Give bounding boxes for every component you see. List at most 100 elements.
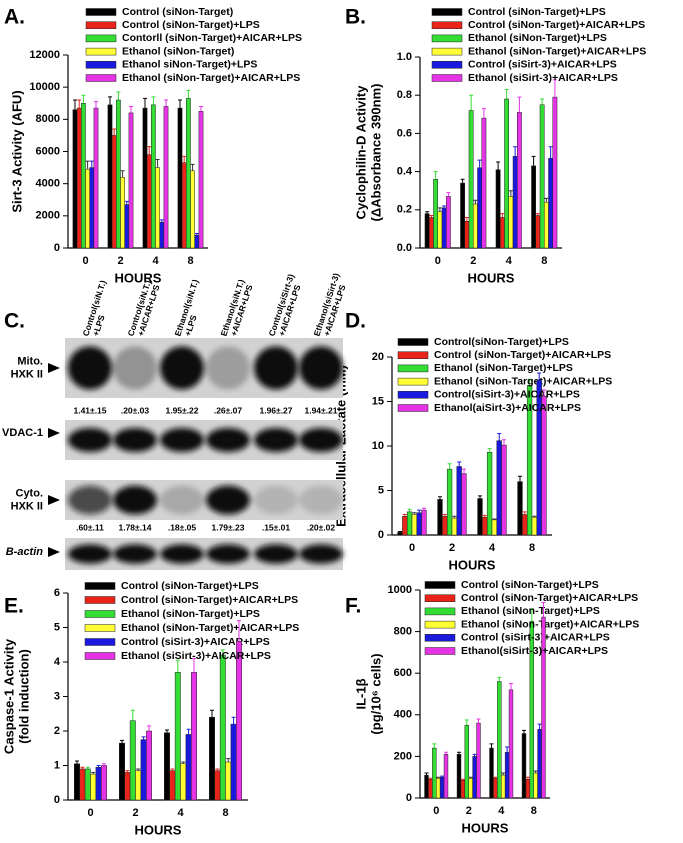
error-bar <box>141 736 146 740</box>
y-axis-title: (pg/10⁶ cells) <box>368 653 383 734</box>
error-bar <box>496 161 501 170</box>
bar <box>544 201 549 249</box>
bar <box>397 532 403 536</box>
bar <box>85 168 90 249</box>
bar <box>424 213 430 249</box>
x-axis-title: HOURS <box>449 557 496 572</box>
blot-band <box>206 428 250 452</box>
bar <box>517 112 522 249</box>
blot-band <box>113 544 157 564</box>
error-bar <box>85 766 90 769</box>
legend-swatch <box>84 638 116 646</box>
error-bar <box>437 207 442 212</box>
bar <box>230 723 237 801</box>
blot-band <box>254 428 298 452</box>
error-bar <box>186 728 191 735</box>
panel-label: B. <box>345 6 366 29</box>
bar <box>501 444 507 536</box>
error-bar <box>130 709 135 721</box>
error-bar <box>442 514 447 517</box>
bar <box>128 112 134 249</box>
y-tick-label: 0 <box>54 794 60 806</box>
error-bar <box>452 515 457 519</box>
panel-label: C. <box>4 310 25 333</box>
legend-label: Ethanol (siNon-Target)+AICAR+LPS <box>434 375 612 387</box>
bar <box>433 178 438 249</box>
blot-band <box>254 346 298 390</box>
error-bar <box>80 766 85 769</box>
legend-label: Ethanol(aiSirt-3)+AICAR+LPS <box>434 402 581 414</box>
legend-label: Control(siSirt-3)+AICAR+LPS <box>434 389 580 401</box>
error-bar <box>91 771 96 775</box>
error-bar <box>522 729 526 734</box>
bar <box>468 110 474 249</box>
legend-swatch <box>424 594 456 602</box>
legend-swatch <box>397 404 429 412</box>
error-bar <box>96 765 101 768</box>
bar <box>135 770 142 801</box>
panel-label: A. <box>4 6 25 29</box>
bar <box>225 761 232 801</box>
bar <box>442 516 448 536</box>
x-tick-label: 0 <box>433 805 439 817</box>
error-bar <box>552 79 557 98</box>
legend-label: Control(siNon-Target)+LPS <box>434 336 569 348</box>
x-tick-label: 2 <box>117 255 123 267</box>
blot-band <box>206 485 250 515</box>
legend-swatch <box>424 581 456 589</box>
bar <box>169 770 176 801</box>
bar <box>508 689 514 799</box>
error-bar <box>81 94 86 104</box>
y-tick-label: 0.0 <box>397 242 412 254</box>
error-bar <box>182 155 187 163</box>
blot-band <box>160 428 204 452</box>
bar <box>180 763 187 801</box>
error-bar <box>422 507 426 511</box>
legend-label: Ethanol(siSirt-3)+AICAR+LPS <box>461 645 608 657</box>
bar <box>482 516 488 536</box>
panel-label: E. <box>4 595 24 618</box>
bar <box>486 451 493 536</box>
quant-label: 1.41±.15 <box>73 405 106 415</box>
error-bar <box>85 160 90 170</box>
error-bar <box>517 96 522 113</box>
bar <box>468 777 473 799</box>
bar <box>525 779 531 799</box>
x-tick-label: 4 <box>489 542 496 554</box>
bar <box>124 772 131 801</box>
legend-swatch <box>397 351 429 359</box>
error-bar <box>533 770 538 774</box>
error-bar <box>513 146 518 157</box>
y-tick-label: 8000 <box>36 113 60 125</box>
blot-band <box>68 346 112 390</box>
bar <box>504 98 509 249</box>
bar <box>521 733 527 799</box>
bar <box>456 754 462 799</box>
bar <box>432 747 437 799</box>
error-bar <box>129 105 133 113</box>
bar <box>95 766 102 801</box>
bar <box>101 765 107 801</box>
y-tick-label: 5 <box>54 621 60 633</box>
error-bar <box>186 89 191 99</box>
error-bar <box>473 199 478 205</box>
error-bar <box>199 105 203 112</box>
y-tick-label: 0 <box>378 529 384 541</box>
x-tick-label: 0 <box>409 542 415 554</box>
error-bar <box>136 768 141 771</box>
bar <box>89 167 95 249</box>
error-bar <box>417 509 422 513</box>
y-tick-label: 0.4 <box>397 166 413 178</box>
quant-label: .15±.01 <box>262 522 291 532</box>
error-bar <box>438 496 442 500</box>
y-axis-title: Cyclophilin-D Activity <box>353 85 368 220</box>
bar <box>548 157 554 249</box>
bar <box>443 754 449 799</box>
error-bar <box>73 99 77 110</box>
y-axis-title: Sirt-3 Activity (AFU) <box>9 90 24 212</box>
error-bar <box>165 729 169 733</box>
blot-band <box>206 346 250 390</box>
y-tick-label: 2 <box>54 725 60 737</box>
bar <box>541 395 547 536</box>
quant-label: 1.94±.21 <box>304 405 337 415</box>
